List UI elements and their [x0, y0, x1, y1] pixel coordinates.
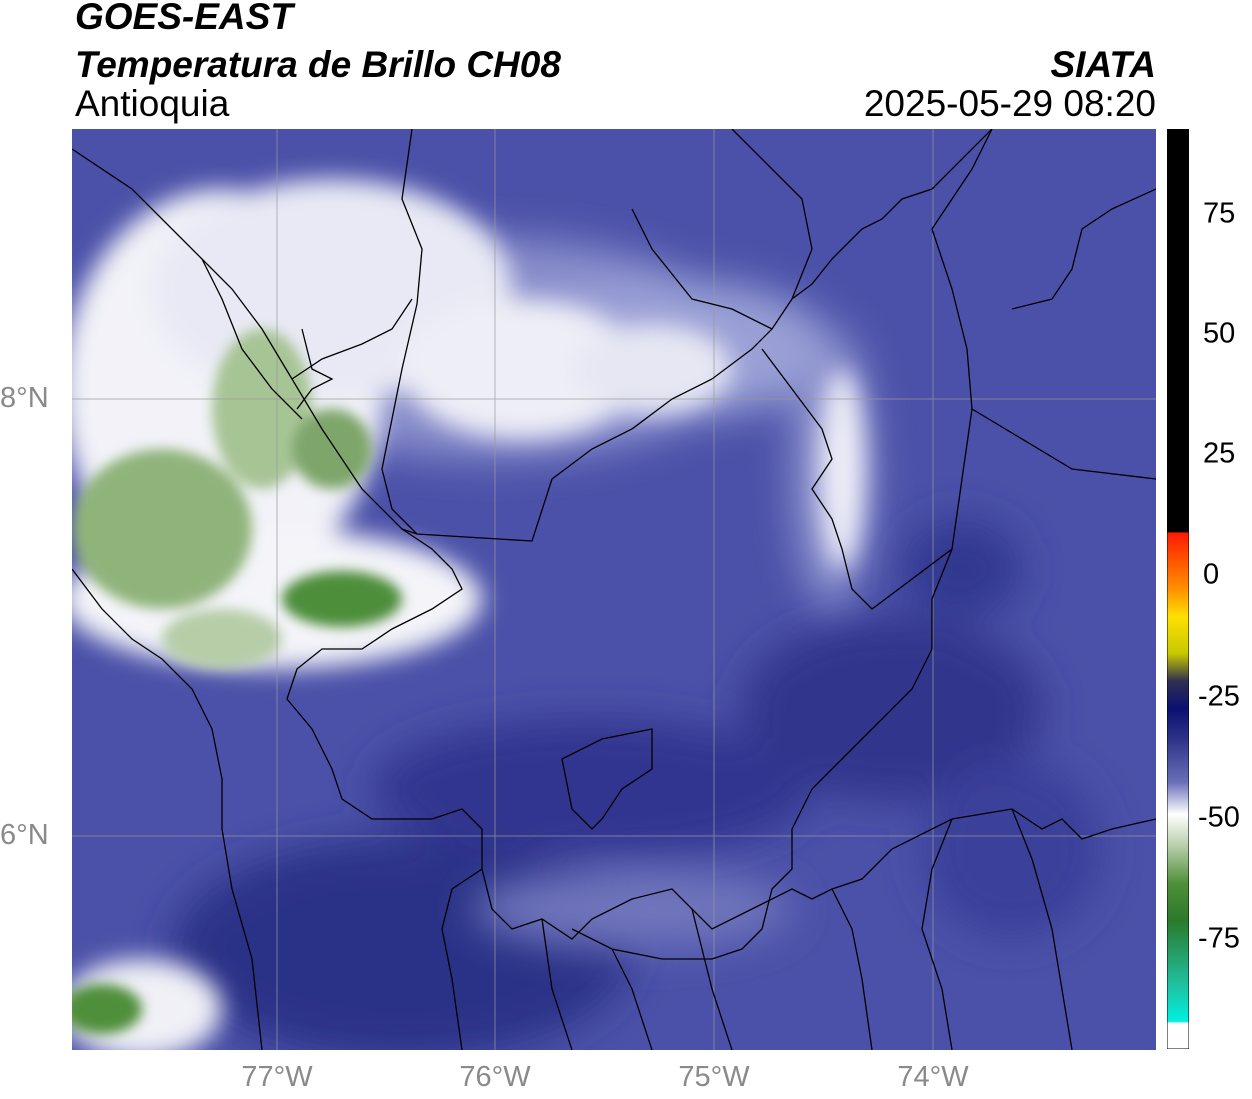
x-tick-75w: 75°W	[678, 1061, 750, 1093]
x-tick-77w: 77°W	[241, 1061, 313, 1093]
colorbar-tick-minus75: -75	[1198, 922, 1240, 955]
gridlines	[72, 129, 1156, 1050]
product-title: Temperatura de Brillo CH08	[75, 44, 561, 85]
x-tick-74w: 74°W	[897, 1061, 969, 1093]
boundaries	[72, 129, 1156, 1050]
y-tick-8n: 8°N	[0, 382, 49, 414]
cloud-green	[72, 329, 402, 1034]
colorbar-tick-25: 25	[1203, 437, 1236, 470]
datetime-label: 2025-05-29 08:20	[863, 83, 1156, 124]
colorbar-tick-50: 50	[1203, 317, 1236, 350]
cold-regions	[172, 519, 1102, 1050]
y-tick-6n: 6°N	[0, 819, 49, 851]
colorbar-tick-minus50: -50	[1198, 801, 1240, 834]
brightness-temperature-map	[72, 129, 1156, 1050]
colorbar-tick-minus25: -25	[1198, 680, 1240, 713]
satellite-title: GOES-EAST	[75, 0, 293, 37]
temperature-colorbar	[1167, 129, 1189, 1049]
agency-label: SIATA	[1050, 44, 1156, 85]
colorbar-tick-75: 75	[1203, 197, 1236, 230]
region-subtitle: Antioquia	[75, 83, 230, 124]
x-tick-76w: 76°W	[459, 1061, 531, 1093]
colorbar-tick-0: 0	[1203, 558, 1220, 591]
